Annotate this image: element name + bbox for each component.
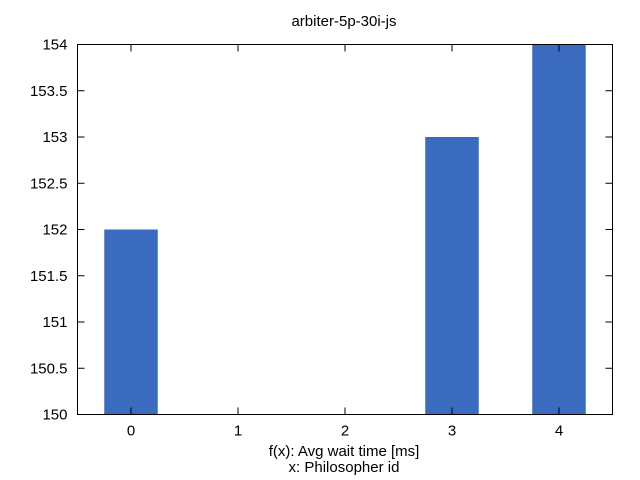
y-tick-label: 153.5 [30,83,68,100]
y-tick-label: 154 [42,37,67,54]
y-tick-label: 153 [42,129,67,146]
bars-group [104,44,586,415]
x-tick-label: 4 [555,423,563,440]
y-tick-label: 151.5 [30,268,68,285]
bar-3 [425,137,479,415]
x-axis: 0 1 2 3 4 [127,44,563,440]
chart-title: arbiter-5p-30i-js [291,13,396,30]
x-axis-label-line-1: f(x): Avg wait time [ms] [269,443,420,460]
y-tick-label: 150 [42,407,67,424]
x-axis-label-line-2: x: Philosopher id [289,459,400,476]
y-tick-label: 152.5 [30,175,68,192]
y-tick-label: 150.5 [30,360,68,377]
plot-frame [77,44,613,415]
y-axis: 150 150.5 151 151.5 152 152.5 153 153.5 154 [30,37,613,424]
bar-0 [104,229,158,415]
bar-4 [532,44,586,415]
y-tick-label: 151 [42,314,67,331]
x-tick-label: 2 [341,423,349,440]
x-tick-label: 0 [127,423,135,440]
x-tick-label: 3 [448,423,456,440]
y-tick-label: 152 [42,222,67,239]
x-tick-label: 1 [234,423,242,440]
